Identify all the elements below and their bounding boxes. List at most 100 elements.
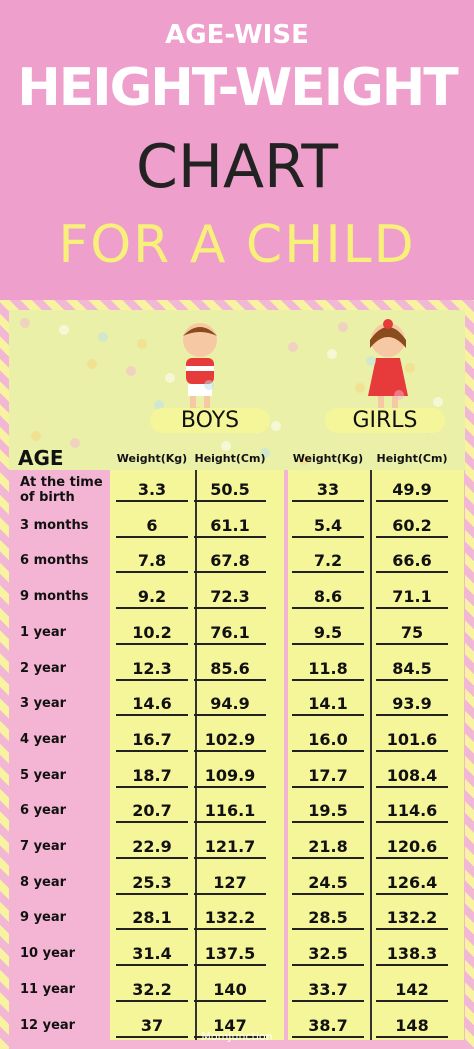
underline: [376, 749, 448, 752]
table-value: 17.7: [308, 765, 348, 785]
table-value: 16.7: [132, 729, 172, 749]
table-value: 50.5: [210, 480, 250, 499]
table-value: 142: [395, 979, 429, 999]
underline: [292, 821, 364, 824]
age-header: AGE: [18, 446, 64, 470]
divider: [195, 470, 197, 1040]
underline: [376, 1035, 448, 1038]
underline: [292, 1035, 364, 1038]
underline: [116, 964, 188, 967]
underline: [292, 964, 364, 967]
title-line: HEIGHT-WEIGHT: [17, 58, 459, 118]
underline: [116, 678, 188, 681]
age-label: 1 year: [20, 624, 67, 640]
underline: [116, 500, 188, 502]
age-label: 4 year: [20, 731, 67, 747]
dot: [126, 366, 136, 376]
age-label: 10 year: [20, 946, 76, 962]
underline: [292, 749, 364, 752]
underline: [194, 642, 266, 645]
underline: [292, 607, 364, 610]
underline: [194, 999, 266, 1002]
age-label: 11 year: [20, 981, 76, 997]
underline: [376, 607, 448, 610]
dot: [366, 356, 376, 366]
dot: [394, 390, 404, 400]
underline: [194, 892, 266, 895]
table-value: 11.8: [308, 658, 348, 678]
table-value: 12.3: [132, 658, 172, 678]
underline: [194, 964, 266, 967]
underline: [116, 571, 188, 574]
table-value: 60.2: [392, 515, 432, 535]
column-header: Height(Cm): [376, 452, 448, 465]
table-value: 28.5: [308, 908, 348, 928]
underline: [292, 714, 364, 717]
dot: [288, 342, 298, 352]
table-value: 9.2: [137, 587, 167, 607]
table-value: 7.8: [137, 551, 167, 571]
table-value: 6: [146, 515, 158, 535]
table-value: 10.2: [132, 622, 172, 642]
table-value: 102.9: [204, 729, 256, 749]
dot: [204, 380, 214, 390]
table-value: 37: [140, 1015, 164, 1035]
underline: [376, 892, 448, 895]
table-value: 20.7: [132, 801, 172, 821]
underline: [194, 857, 266, 859]
table-value: 7.2: [313, 551, 343, 571]
age-label: At the time of birth: [20, 475, 103, 505]
table-value: 121.7: [204, 837, 256, 856]
title-line: AGE-WISE: [165, 20, 309, 50]
dot: [154, 400, 164, 410]
underline: [292, 535, 364, 538]
table-value: 138.3: [386, 944, 438, 964]
table-value: 9.5: [313, 622, 343, 642]
underline: [116, 607, 188, 610]
underline: [194, 571, 266, 574]
divider: [370, 470, 372, 1040]
underline: [116, 749, 188, 752]
girls-column: [288, 470, 464, 1040]
group-label: BOYS: [150, 408, 270, 433]
underline: [376, 928, 448, 931]
table-value: 8.6: [313, 587, 343, 607]
underline: [116, 714, 188, 717]
underline: [194, 821, 266, 824]
underline: [376, 821, 448, 824]
table-value: 126.4: [386, 872, 438, 892]
dot: [31, 431, 41, 441]
table-value: 21.8: [308, 837, 348, 856]
table-value: 38.7: [308, 1015, 348, 1035]
title-line: FOR A CHILD: [58, 215, 416, 275]
table-value: 3.3: [137, 480, 167, 499]
girl-illustration: [368, 319, 408, 410]
underline: [116, 928, 188, 931]
age-label: 7 year: [20, 839, 67, 854]
boy-illustration: [183, 323, 217, 410]
dot: [221, 441, 231, 451]
underline: [194, 714, 266, 717]
dot: [271, 421, 281, 431]
table-value: 24.5: [308, 872, 348, 892]
age-label: 9 months: [20, 589, 89, 605]
underline: [116, 785, 188, 788]
table-value: 84.5: [392, 658, 432, 678]
dot: [98, 332, 108, 342]
table-value: 66.6: [392, 551, 432, 571]
underline: [292, 857, 364, 859]
underline: [376, 999, 448, 1002]
underline: [292, 892, 364, 895]
underline: [376, 857, 448, 859]
dot: [87, 359, 97, 369]
underline: [116, 999, 188, 1002]
age-label: 6 year: [20, 803, 67, 819]
table-value: 132.2: [204, 908, 256, 928]
table-value: 14.6: [132, 694, 172, 714]
age-label: 6 months: [20, 553, 89, 569]
underline: [116, 821, 188, 824]
dot: [137, 339, 147, 349]
table-value: 19.5: [308, 801, 348, 821]
table-value: 93.9: [392, 694, 432, 714]
